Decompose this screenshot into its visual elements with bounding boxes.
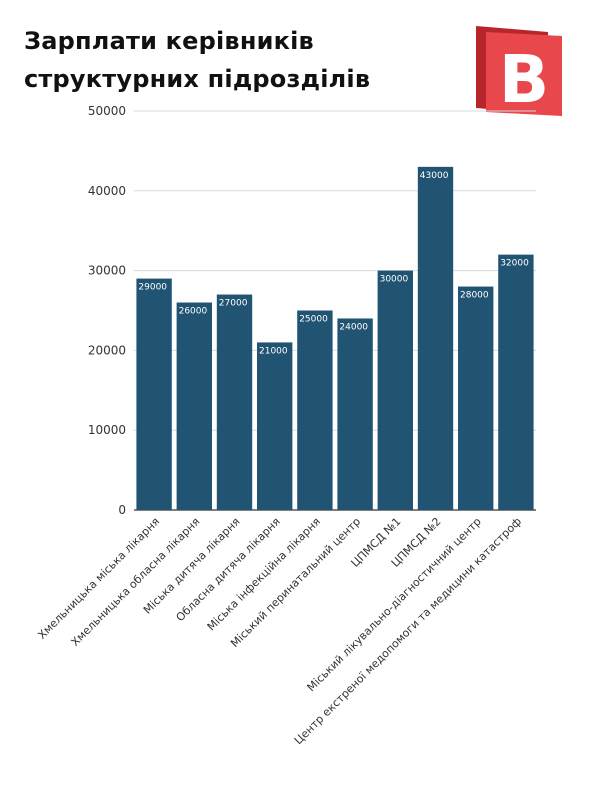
bar	[337, 318, 373, 510]
bar	[136, 278, 172, 510]
bar	[176, 302, 212, 510]
bar-value-label: 28000	[460, 291, 489, 301]
chart-title: Зарплати керівників структурних підрозді…	[24, 22, 370, 98]
y-axis: 0 10000 20000 30000 40000 50000	[88, 104, 126, 517]
bar-value-label: 27000	[219, 299, 248, 309]
y-tick-label: 20000	[88, 343, 126, 357]
bar-value-label: 26000	[179, 307, 208, 317]
chart-title-line-1: Зарплати керівників	[24, 27, 314, 55]
bar	[216, 294, 253, 510]
y-tick-label: 40000	[88, 184, 126, 198]
chart-title-line-2: структурних підрозділів	[24, 65, 371, 93]
logo-letter: B	[499, 41, 549, 118]
y-tick-label: 30000	[88, 264, 126, 278]
bar-value-label: 25000	[299, 315, 328, 325]
bar	[417, 166, 454, 511]
bar-value-label: 24000	[339, 322, 368, 332]
bar-value-label: 43000	[420, 171, 449, 181]
bar-value-label: 21000	[259, 346, 288, 356]
bar	[458, 286, 494, 510]
bar	[498, 254, 534, 510]
bar	[257, 342, 293, 510]
logo-front-shape	[486, 32, 562, 116]
bar-value-label: 30000	[380, 275, 409, 285]
data-labels: 29000 26000 27000 21000 25000 24000 30000 43000…	[138, 171, 529, 357]
bar-value-label: 29000	[138, 283, 167, 293]
y-tick-label: 10000	[88, 423, 126, 437]
y-tick-label: 50000	[88, 104, 126, 118]
logo: B	[476, 26, 562, 118]
bars	[136, 166, 534, 511]
y-tick-label: 0	[118, 503, 126, 517]
bar	[377, 270, 413, 510]
bar	[297, 310, 333, 510]
bar-value-label: 32000	[500, 259, 529, 269]
